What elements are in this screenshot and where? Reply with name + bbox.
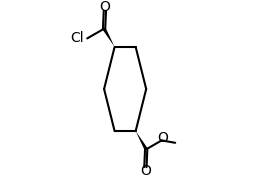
Text: Cl: Cl (70, 31, 84, 45)
Text: O: O (157, 131, 168, 145)
Polygon shape (136, 131, 148, 150)
Text: O: O (140, 164, 151, 178)
Text: O: O (100, 0, 110, 14)
Polygon shape (102, 28, 115, 47)
